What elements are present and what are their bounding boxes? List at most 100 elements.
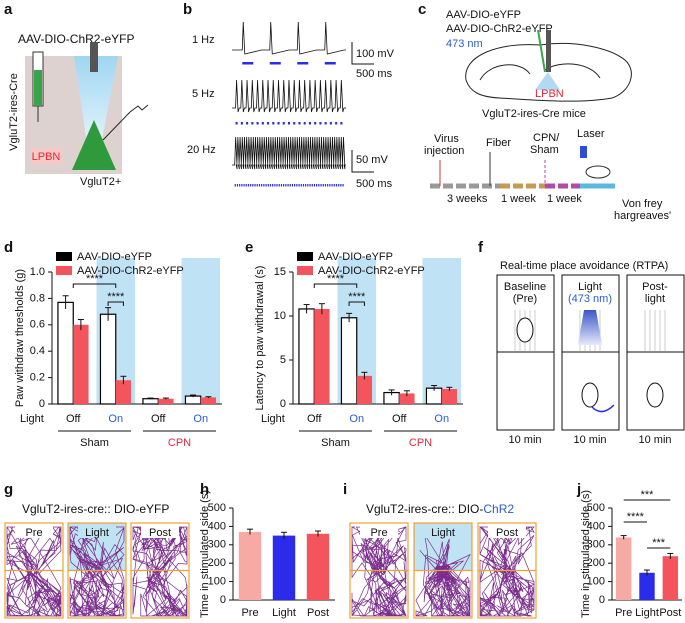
- interval: 1 week: [501, 193, 536, 205]
- light-pulse: [245, 184, 247, 187]
- light-pulse: [289, 184, 291, 187]
- mouse: [585, 165, 611, 179]
- light-pulse: [239, 184, 241, 187]
- group-label: Sham: [80, 437, 109, 449]
- x-tick-label: On: [349, 413, 364, 425]
- y-tick-label: 300: [208, 539, 226, 551]
- light: [535, 72, 560, 90]
- step: Sham: [530, 144, 559, 156]
- light-pulse: [236, 184, 239, 187]
- panel-label: h: [200, 481, 209, 498]
- step: Fiber: [486, 137, 511, 149]
- bar: [399, 393, 415, 404]
- light-pulse: [278, 184, 280, 187]
- title-part: VgluT2-ires-cre:: DIO-: [366, 502, 483, 516]
- interval: 3 weeks: [447, 193, 488, 205]
- light-pulse: [313, 184, 316, 187]
- y-tick-label: 0.6: [30, 319, 45, 331]
- significance-bracket: [107, 301, 124, 306]
- y-tick-label: 1.0: [30, 266, 45, 278]
- legend-label: AAV-DIO-ChR2-eYFP: [77, 265, 184, 277]
- x-tick-label: Light: [635, 607, 659, 619]
- trajectory: [132, 526, 189, 617]
- phase-label: Pre: [370, 527, 387, 539]
- syringe-fill: [34, 70, 42, 106]
- mouse-line: VgluT2-ires-Cre: [8, 73, 20, 151]
- light-pulse: [282, 122, 285, 125]
- virus: AAV-DIO-ChR2-eYFP: [446, 23, 553, 35]
- light-on-zone: [181, 258, 220, 404]
- test: hargreaves': [614, 210, 671, 222]
- scale-bar: [351, 42, 374, 65]
- legend-swatch: [297, 252, 313, 261]
- significance: ****: [86, 273, 104, 285]
- y-axis-title: Paw withdraw thresholds (g): [14, 269, 26, 407]
- bar: [662, 556, 679, 600]
- y-tick-label: 0: [39, 398, 45, 410]
- y-tick-label: 200: [208, 557, 226, 569]
- fiber: [90, 42, 98, 72]
- light-pulse: [307, 184, 309, 187]
- light-pulse: [298, 184, 300, 187]
- electrode-wire: [129, 104, 149, 113]
- light-pulse: [234, 184, 236, 187]
- light-pulse: [316, 184, 318, 187]
- x-tick-label: On: [193, 413, 208, 425]
- light-pulse: [331, 184, 333, 187]
- y-tick-label: 100: [587, 576, 605, 588]
- trace-label: 1 Hz: [192, 34, 215, 46]
- light-pulse: [276, 184, 278, 187]
- bar: [314, 308, 330, 404]
- light-pulse: [338, 184, 340, 187]
- significance: ****: [627, 511, 645, 523]
- x-tick-label: Off: [307, 413, 322, 425]
- bar: [115, 380, 132, 404]
- brain: [465, 42, 632, 102]
- y-tick-label: 0: [280, 398, 286, 410]
- legend-swatch: [56, 266, 72, 275]
- light-cone: [74, 56, 118, 150]
- light-pulse: [302, 184, 305, 187]
- phase-label: Post: [149, 527, 171, 539]
- y-axis-title: Time in stimulated side (s): [580, 490, 592, 618]
- step: Laser: [577, 128, 605, 140]
- title-highlight: ChR2: [483, 502, 514, 516]
- light-pulse: [250, 184, 252, 187]
- bar: [298, 308, 315, 405]
- label-bg: [360, 526, 398, 538]
- light-pulse: [240, 122, 243, 125]
- significance: ****: [107, 291, 125, 303]
- significance: ***: [641, 489, 655, 501]
- y-tick-label: 10: [274, 310, 286, 322]
- light-pulse: [319, 122, 322, 125]
- interval: 1 week: [547, 193, 582, 205]
- panel-label: b: [183, 1, 192, 18]
- title: VgluT2-ires-cre:: DIO-eYFP: [22, 502, 169, 516]
- x-tick-label: Off: [392, 413, 407, 425]
- panel-f: Real-time place avoidance (RTPA) Baselin…: [496, 260, 685, 446]
- x-row-label: Light: [20, 413, 44, 425]
- y-tick-label: 0.4: [30, 345, 45, 357]
- duration: 10 min: [573, 434, 606, 446]
- light-pulse: [291, 184, 294, 187]
- y-tick-label: 500: [587, 502, 605, 514]
- significance: ***: [652, 537, 666, 549]
- bar: [200, 397, 217, 404]
- panel-b: 1 Hz 5 Hz 20 Hz 100 mV 500 ms 50 mV 500 …: [187, 21, 395, 190]
- light-pulse: [274, 184, 276, 187]
- y-axis-title: Time in stimulated side (s): [199, 490, 211, 618]
- light-pulse: [287, 184, 289, 187]
- light-pulse: [285, 184, 287, 187]
- light-pulse: [324, 122, 327, 125]
- light-pulse: [265, 184, 267, 187]
- light-pulse: [254, 184, 256, 187]
- significance-bracket: [72, 283, 117, 288]
- bar: [272, 535, 296, 600]
- step: injection: [424, 145, 464, 157]
- panel-label: f: [478, 239, 484, 256]
- x-row-label: Light: [261, 413, 285, 425]
- label-bg: [488, 526, 526, 538]
- light-pulse: [309, 184, 311, 187]
- light-pulse: [272, 122, 275, 125]
